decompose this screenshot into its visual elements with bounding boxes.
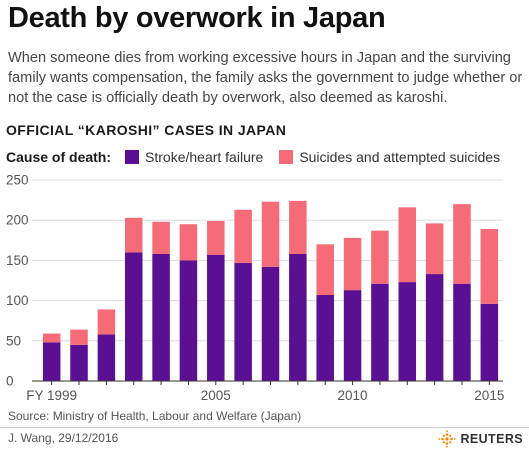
bar-segment-suicide [207,221,225,255]
legend-item-suicide: Suicides and attempted suicides [279,149,500,165]
legend-item-stroke: Stroke/heart failure [125,149,263,165]
bar-segment-suicide [97,309,116,335]
legend-swatch-stroke [125,150,140,164]
bar-segment-stroke [179,260,198,381]
legend-label-suicide: Suicides and attempted suicides [299,149,501,165]
x-tick-label: 2005 [201,388,231,403]
bar-segment-stroke [289,253,307,381]
reuters-logo-icon [438,430,457,448]
bar-segment-suicide [179,224,198,261]
byline: J. Wang, 29/12/2016 [8,431,119,445]
chart-subtitle: OFFICIAL “KAROSHI” CASES IN JAPAN [6,122,287,138]
bar-segment-stroke [70,344,88,381]
y-tick-label: 50 [6,333,21,348]
bar-segment-suicide [289,200,307,254]
bar-segment-stroke [453,283,471,381]
source-note: Source: Ministry of Health, Labour and W… [8,409,302,423]
bar-segment-stroke [152,253,170,381]
bar-segment-stroke [234,262,252,381]
bar-segment-stroke [207,254,225,381]
bar-segment-stroke [97,334,116,381]
bar-segment-suicide [425,223,444,275]
footer-divider [0,427,529,428]
chart-description: When someone dies from working excessive… [8,50,523,106]
bar-segment-suicide [371,230,389,284]
chart-title: Death by overwork in Japan [8,2,386,34]
y-tick-label: 150 [6,253,29,268]
y-tick-label: 100 [6,293,29,308]
stacked-bar-chart: 0 50 100 150 200 250 FY 1999 2005 2010 2015 [6,173,504,404]
legend-title: Cause of death: [6,149,112,165]
bar-segment-stroke [42,342,61,381]
bar-segment-suicide [42,333,61,343]
reuters-logo-text: REUTERS [460,432,523,446]
bar-segment-suicide [70,329,88,345]
bar-segment-suicide [124,217,143,253]
y-tick-label: 250 [6,173,29,188]
bar-segment-stroke [398,282,417,381]
legend-label-stroke: Stroke/heart failure [145,149,264,165]
x-tick-label: 2010 [338,388,368,403]
legend-swatch-suicide [279,150,294,164]
bar-segment-suicide [152,221,170,254]
bar-segment-stroke [425,274,444,381]
y-tick-label: 200 [6,213,29,228]
bar-segment-suicide [343,237,362,291]
bar-segment-suicide [480,229,499,304]
bar-segment-stroke [261,266,280,381]
bar-segment-stroke [343,290,362,381]
bar-segment-stroke [124,252,143,381]
bar-segment-suicide [453,204,471,284]
legend: Cause of death: Stroke/heart failure Sui… [6,149,516,165]
y-tick-label: 0 [6,374,14,389]
bar-segment-stroke [371,283,389,381]
x-tick-label: 2015 [474,388,504,403]
reuters-logo: REUTERS [438,430,523,448]
x-tick-label: FY 1999 [26,388,77,403]
bar-segment-stroke [316,294,334,381]
bar-segment-stroke [480,303,499,381]
bar-segment-suicide [316,244,334,295]
bar-segment-suicide [234,209,252,263]
bar-segment-suicide [398,207,417,283]
bar-segment-suicide [261,201,280,267]
